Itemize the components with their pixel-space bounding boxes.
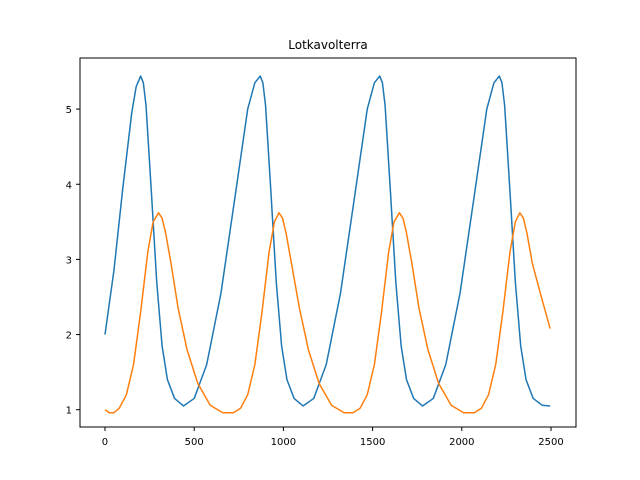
axes-frame — [79, 57, 577, 428]
y-tick-label: 3 — [66, 255, 72, 266]
y-tick-label: 5 — [66, 105, 72, 116]
series-line-2 — [104, 212, 551, 414]
y-tick-label: 1 — [66, 406, 72, 417]
x-tick-label: 2500 — [538, 437, 563, 448]
x-tick-label: 500 — [185, 437, 204, 448]
x-tick-label: 2000 — [449, 437, 474, 448]
x-tick-label: 1500 — [360, 437, 385, 448]
x-axis: 0 500 1000 1500 2000 2500 — [102, 427, 564, 448]
plot-area — [79, 57, 577, 428]
y-tick-label: 2 — [66, 331, 72, 342]
y-axis: 1 2 3 4 5 — [66, 105, 80, 417]
series-line-1 — [104, 75, 551, 407]
y-tick-label: 4 — [66, 180, 72, 191]
series-layer — [104, 75, 551, 414]
x-tick-label: 0 — [102, 437, 108, 448]
chart-title: Lotkavolterra — [288, 38, 368, 52]
x-tick-label: 1000 — [271, 437, 296, 448]
